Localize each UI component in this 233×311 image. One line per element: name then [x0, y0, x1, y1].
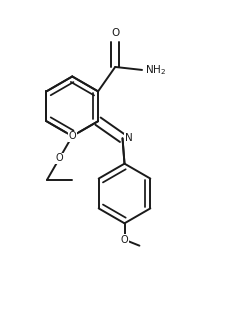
Text: O: O	[111, 28, 119, 38]
Text: O: O	[69, 131, 76, 141]
Text: N: N	[124, 133, 132, 143]
Text: O: O	[56, 153, 63, 163]
Text: O: O	[121, 235, 128, 245]
Text: NH$_2$: NH$_2$	[145, 63, 166, 77]
